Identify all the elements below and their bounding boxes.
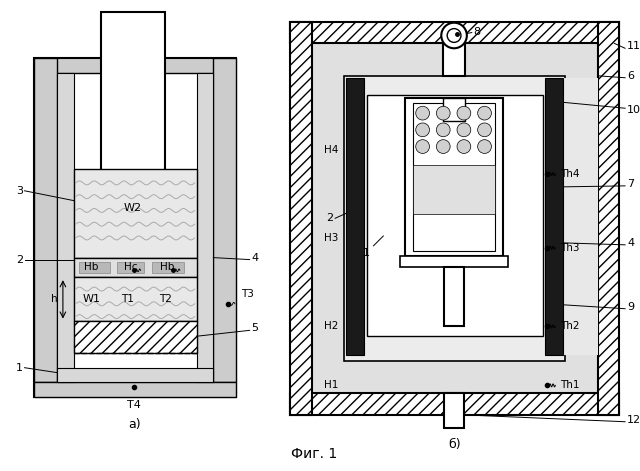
Circle shape [416,123,429,137]
Text: 3: 3 [16,186,23,196]
Bar [196,73,213,382]
Text: Th1: Th1 [560,381,580,390]
Bar [117,261,145,273]
Text: W1: W1 [83,294,100,304]
Text: 6: 6 [627,71,634,81]
Text: T1: T1 [122,294,134,304]
Text: 4: 4 [252,252,259,263]
Bar [74,258,196,277]
Text: Th2: Th2 [560,321,580,332]
Text: 1: 1 [16,363,23,373]
Text: 4: 4 [627,238,634,248]
Text: Hb: Hb [160,262,174,272]
Text: 7: 7 [627,179,634,189]
Text: h: h [51,294,58,304]
Bar [444,393,464,428]
Text: 2: 2 [326,213,333,223]
Text: Фиг. 1: Фиг. 1 [291,447,338,461]
Bar [35,382,236,397]
Text: 11: 11 [627,41,640,51]
Bar [101,12,165,179]
Circle shape [436,106,450,120]
Text: 9: 9 [627,302,634,312]
Bar [290,393,619,415]
Bar [413,165,495,214]
Text: 5: 5 [252,324,259,333]
Text: 2: 2 [16,255,23,265]
Circle shape [416,140,429,154]
Text: Hb: Hb [84,262,99,272]
Text: б): б) [448,438,460,451]
Bar [35,58,57,382]
Bar [545,78,563,355]
Circle shape [436,123,450,137]
Bar [152,261,184,273]
Bar [346,78,364,355]
Bar [57,73,213,382]
Bar [57,368,213,382]
Text: 1: 1 [363,248,370,258]
Bar [367,96,543,336]
Text: H1: H1 [324,381,339,390]
Text: H3: H3 [324,233,339,243]
Text: Hc: Hc [124,262,138,272]
Bar [563,78,598,355]
Bar [344,76,565,361]
Circle shape [442,23,467,48]
Bar [74,277,196,322]
Circle shape [477,140,492,154]
Text: T4: T4 [127,400,141,410]
Bar [598,22,619,415]
Text: H4: H4 [324,145,339,154]
Circle shape [436,140,450,154]
Circle shape [457,123,471,137]
Text: Th3: Th3 [560,243,580,253]
Text: а): а) [129,418,141,431]
Circle shape [447,29,461,42]
Bar [444,43,465,76]
Circle shape [416,106,429,120]
Text: H2: H2 [324,321,339,332]
Text: T2: T2 [159,294,172,304]
Text: T3: T3 [241,289,253,299]
Text: W2: W2 [124,203,141,213]
Bar [213,58,236,382]
Bar [444,268,464,326]
Text: Th4: Th4 [560,169,580,179]
Bar [57,73,74,382]
Bar [74,169,196,258]
Bar [405,98,503,256]
Bar [35,58,236,397]
Bar [290,22,312,415]
Circle shape [477,106,492,120]
Text: 10: 10 [627,105,640,115]
Bar [290,22,619,43]
Text: 8: 8 [474,26,481,37]
Circle shape [457,140,471,154]
Bar [413,103,495,251]
Text: 12: 12 [627,415,640,425]
Circle shape [477,123,492,137]
Bar [444,98,465,121]
Bar [74,322,196,353]
Bar [312,43,598,393]
Circle shape [457,106,471,120]
Bar [400,256,508,268]
Bar [79,261,110,273]
